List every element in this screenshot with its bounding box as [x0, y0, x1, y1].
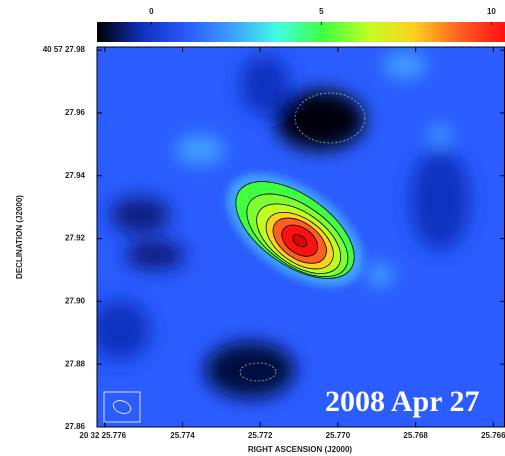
colorbar-tick-label: 0	[149, 7, 154, 16]
colorbar-tick-label: 5	[319, 7, 324, 16]
y-tick-label: 27.96	[65, 108, 86, 117]
x-tick-label: 25.774	[170, 431, 195, 440]
colorbar-tick-label: 10	[487, 7, 496, 16]
map-image	[97, 47, 505, 427]
annotation: 2008 Apr 27	[325, 385, 479, 418]
y-tick-label: 40 57 27.98	[43, 45, 86, 54]
y-tick-label: 27.86	[65, 422, 86, 431]
y-tick-label: 27.90	[65, 296, 86, 305]
y-tick-label: 27.88	[65, 359, 86, 368]
x-axis-label: RIGHT ASCENSION (J2000)	[248, 445, 353, 454]
y-tick-label: 27.92	[65, 234, 86, 243]
y-tick-label: 27.94	[65, 171, 86, 180]
x-tick-label: 25.766	[481, 431, 505, 440]
x-tick-label: 25.768	[403, 431, 428, 440]
x-tick-label: 20 32 25.776	[79, 431, 126, 440]
y-axis-label: DECLINATION (J2000)	[15, 195, 24, 279]
colorbar	[97, 22, 505, 42]
x-tick-label: 25.772	[248, 431, 273, 440]
x-tick-label: 25.770	[326, 431, 351, 440]
